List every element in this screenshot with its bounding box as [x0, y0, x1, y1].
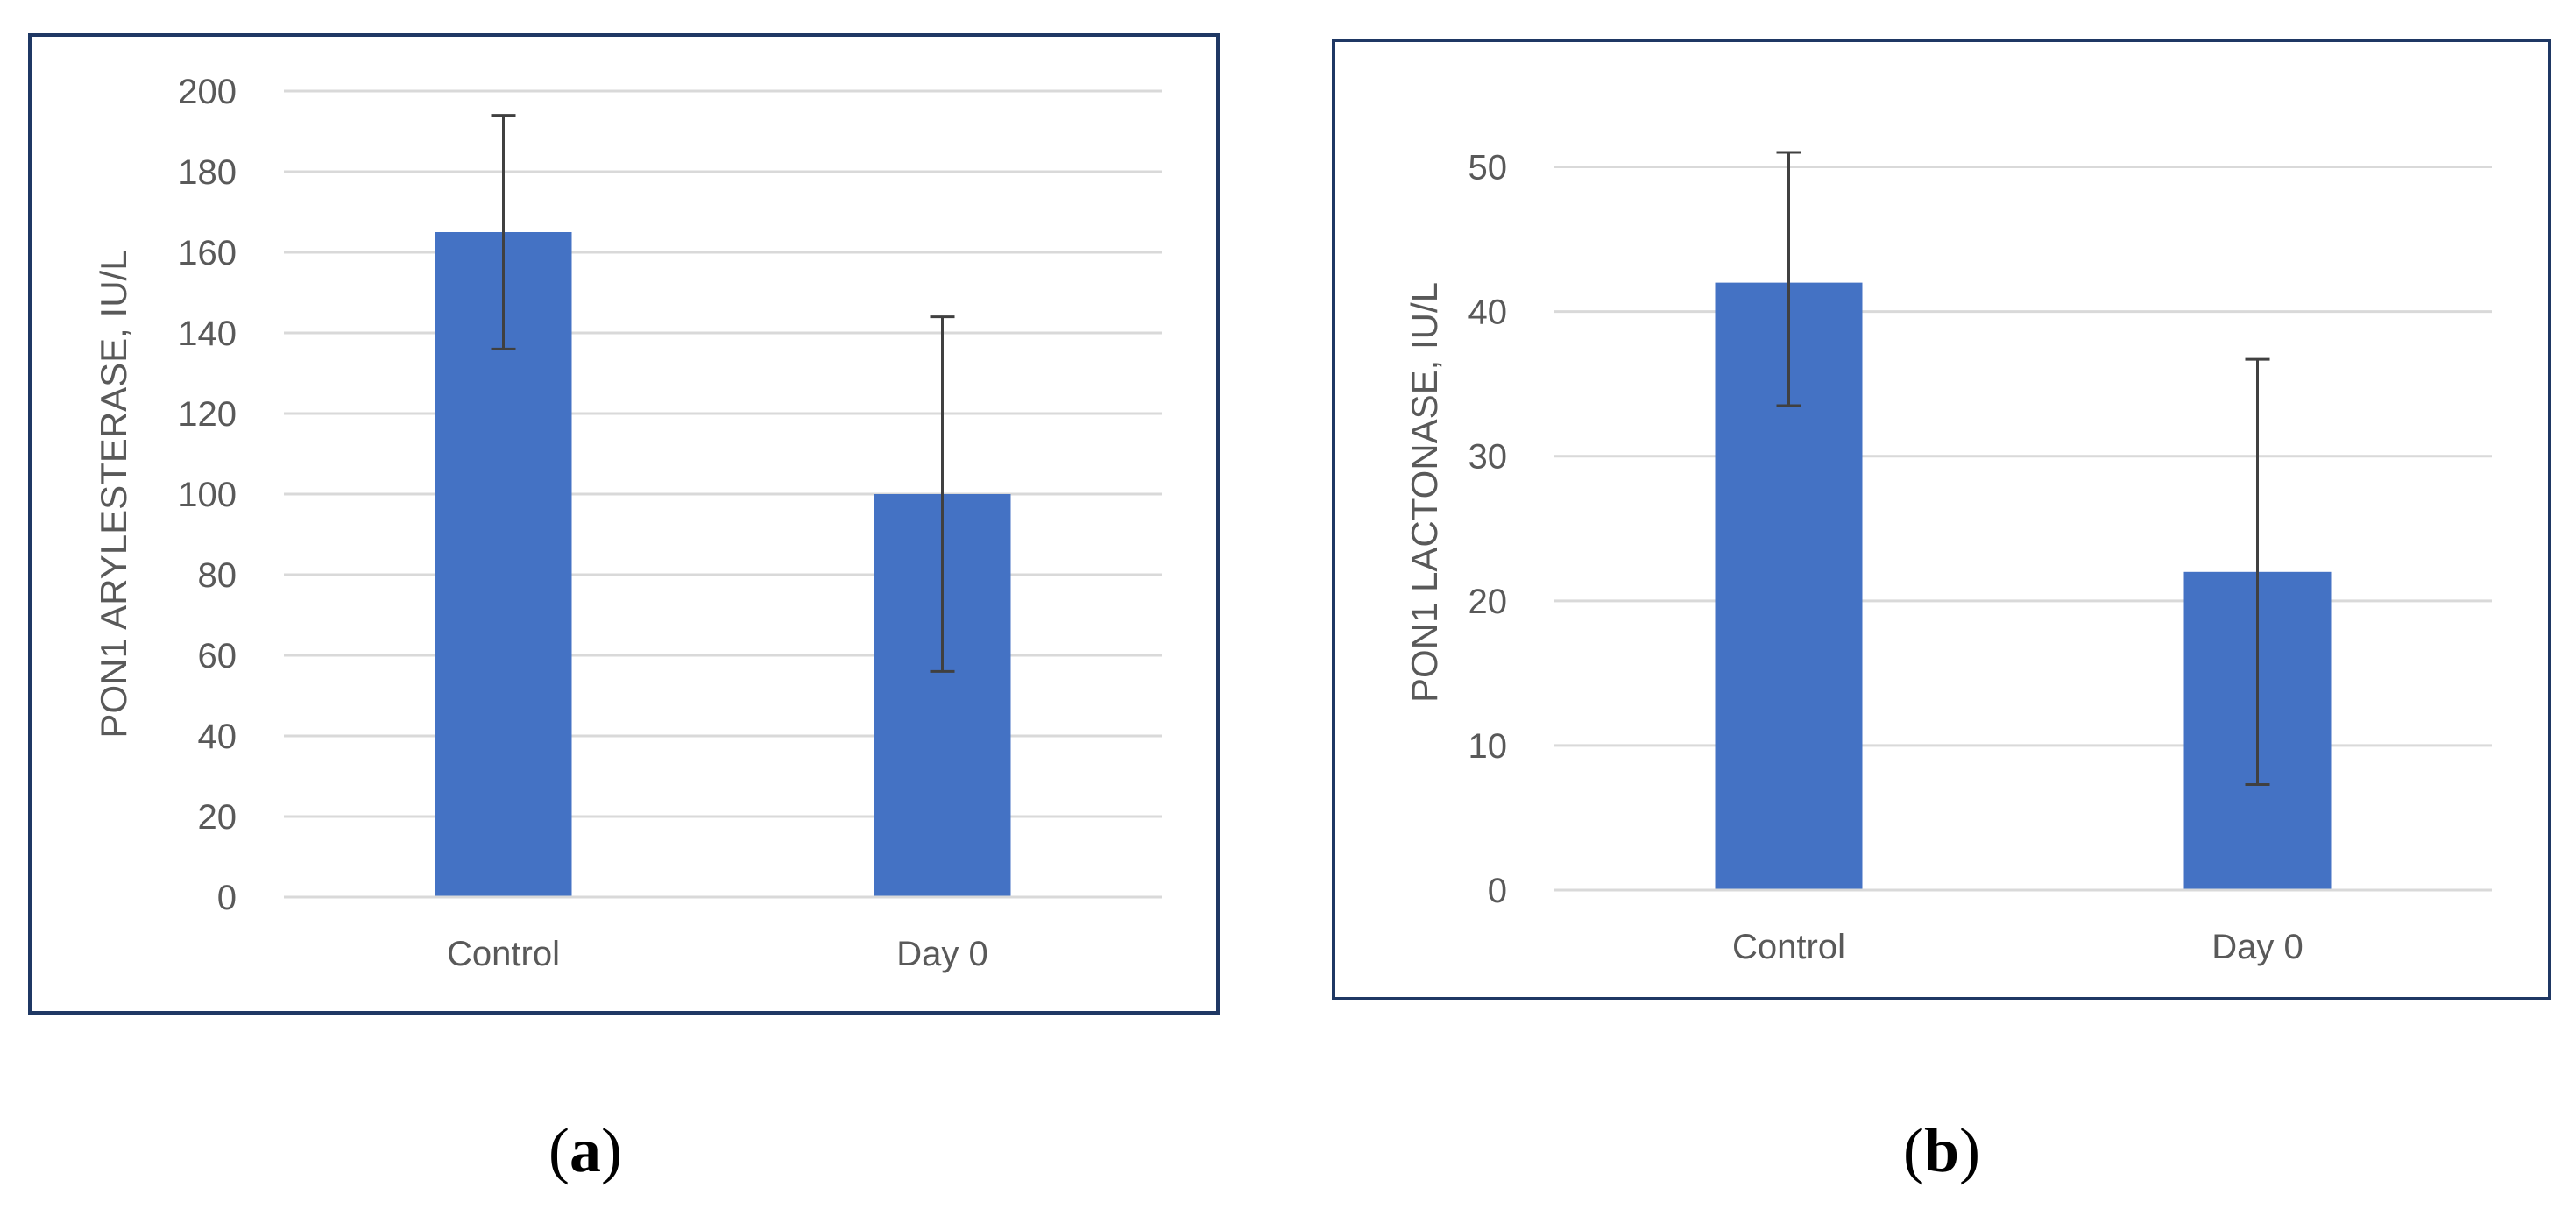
y-tick-label: 0 [217, 879, 237, 917]
chart-b-svg: 0 10 20 30 40 50 PON1 LACTONASE, IU/L Control Da… [1404, 149, 2492, 966]
x-category-label: Control [1732, 928, 1845, 966]
y-tick-label: 10 [1468, 727, 1508, 766]
chart-panel-b: 0 10 20 30 40 50 PON1 LACTONASE, IU/L Control Da… [1332, 39, 2551, 1000]
caption-b: (b) [1902, 1115, 1980, 1185]
x-category-label: Day 0 [2212, 928, 2304, 966]
x-category-label: Day 0 [896, 935, 988, 973]
y-tick-label: 60 [198, 637, 237, 675]
y-tick-label: 160 [178, 234, 237, 272]
y-tick-label: 120 [178, 395, 237, 434]
y-tick-label: 40 [1468, 293, 1508, 332]
chart-panel-a: 0 20 40 60 80 100 120 140 160 180 200 PON1 ARYLESTE… [28, 33, 1220, 1015]
y-tick-label: 20 [198, 798, 237, 837]
chart-a-svg: 0 20 40 60 80 100 120 140 160 180 200 PON1 ARYLESTE… [93, 73, 1162, 973]
y-tick-label: 40 [198, 718, 237, 756]
y-tick-label: 80 [198, 556, 237, 595]
y-tick-label: 200 [178, 73, 237, 111]
y-tick-label: 180 [178, 153, 237, 192]
x-category-label: Control [447, 935, 560, 973]
y-tick-label: 100 [178, 476, 237, 514]
y-tick-label: 140 [178, 315, 237, 353]
y-tick-label: 0 [1488, 872, 1507, 910]
y-tick-label: 30 [1468, 438, 1508, 477]
y-axis-title: PON1 ARYLESTERASE, IU/L [93, 250, 134, 738]
caption-a: (a) [548, 1115, 622, 1185]
y-axis-title: PON1 LACTONASE, IU/L [1404, 282, 1445, 703]
y-tick-label: 20 [1468, 583, 1508, 621]
y-tick-label: 50 [1468, 149, 1508, 187]
